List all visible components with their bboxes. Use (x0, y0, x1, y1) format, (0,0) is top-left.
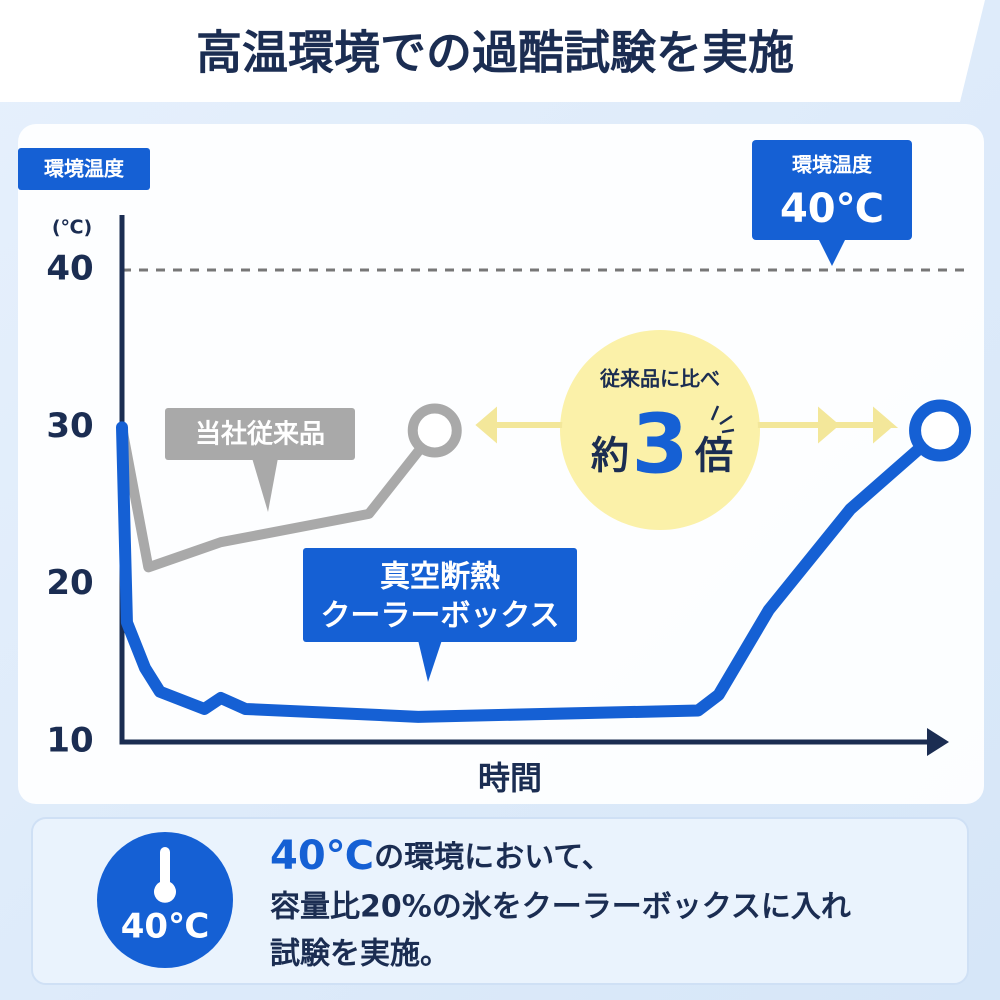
thermometer (154, 847, 176, 903)
y-unit: (℃) (52, 217, 92, 239)
note-highlight: 40℃ (270, 833, 374, 879)
comparison-value: 3 (631, 397, 688, 492)
chart: 環境温度 (℃) 時間 10 20 30 40 従来品に比べ 約 3 倍 環境温度 4… (18, 140, 972, 797)
note-panel (31, 817, 969, 985)
axes (119, 215, 935, 745)
series-label-box (165, 408, 355, 460)
comparison-label: 従来品に比べ (599, 367, 720, 391)
comparison-circle-inner (562, 332, 758, 528)
note-icon-label: 40℃ (121, 907, 210, 947)
series-label-pointer (418, 640, 442, 682)
note-line: 試験を実施。 (270, 937, 450, 972)
reference-box (752, 140, 912, 240)
y-axis-label: 環境温度 (44, 157, 125, 181)
series-label: 当社従来品 (195, 420, 325, 450)
reference-pointer (818, 238, 846, 266)
series-label-box (303, 548, 577, 642)
reference-value-label: 40℃ (780, 186, 884, 232)
comparison-suffix: 倍 (694, 434, 733, 478)
note-line: 容量比20%の氷をクーラーボックスに入れ (270, 890, 851, 925)
y-tick-label: 10 (46, 721, 93, 761)
title-banner (0, 0, 985, 102)
x-axis-arrow (927, 728, 949, 756)
reference-label: 環境温度 (792, 153, 873, 177)
title: 高温環境での過酷試験を実施 (196, 26, 794, 80)
burst (710, 405, 735, 434)
y-tick-label: 30 (46, 406, 93, 446)
series-line (116, 421, 947, 723)
series-label: 真空断熱 (380, 560, 500, 595)
y-tick-label: 40 (46, 249, 93, 289)
comparison-prefix: 約 (591, 434, 629, 478)
x-axis-label: 時間 (478, 759, 542, 797)
series-label: クーラーボックス (320, 599, 559, 634)
end-marker (407, 403, 462, 458)
series-line (117, 422, 440, 573)
chart-panel (18, 124, 984, 804)
note-line: 40℃の環境において、 (270, 833, 612, 879)
y-label-box (18, 148, 150, 190)
note-text: の環境において、 (374, 840, 612, 875)
series-label-pointer (252, 458, 278, 512)
end-marker (909, 399, 972, 462)
y-tick-label: 20 (46, 563, 93, 603)
